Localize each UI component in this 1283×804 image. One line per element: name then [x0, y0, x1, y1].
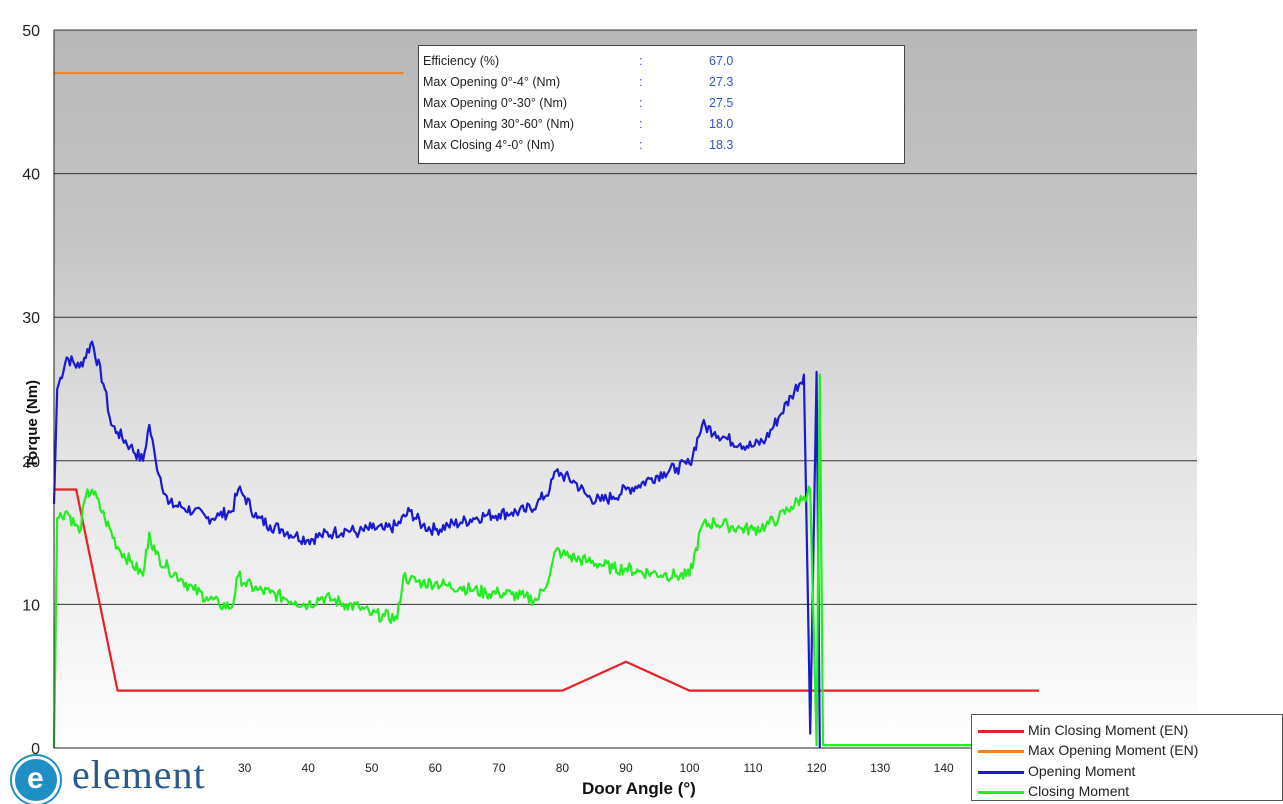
summary-label: Efficiency (%) — [423, 54, 500, 68]
summary-label: Max Closing 4°-0° (Nm) — [423, 138, 555, 152]
logo-mark-icon: e — [12, 756, 60, 804]
summary-row: Max Opening 30°-60° (Nm) : 18.0 — [423, 114, 903, 134]
x-tick-label: 80 — [556, 761, 570, 775]
summary-colon: : — [639, 54, 643, 68]
x-tick-label: 110 — [743, 761, 762, 775]
summary-colon: : — [639, 96, 643, 110]
legend-swatch — [978, 770, 1024, 774]
x-tick-label: 120 — [807, 761, 827, 775]
series-lines — [52, 72, 1039, 749]
summary-label: Max Opening 0°-4° (Nm) — [423, 75, 561, 89]
x-tick-label: 40 — [302, 761, 316, 775]
x-tick-label: 140 — [934, 761, 954, 775]
legend-swatch — [978, 749, 1024, 753]
logo-letter: e — [27, 762, 44, 795]
y-tick-label: 30 — [22, 310, 40, 327]
x-tick-label: 130 — [870, 761, 890, 775]
x-axis-label: Door Angle (°) — [582, 779, 696, 798]
y-tick-label: 50 — [22, 23, 40, 40]
grid — [54, 29, 1197, 605]
summary-value: 18.0 — [709, 117, 734, 131]
legend-item: Max Opening Moment (EN) — [978, 740, 1198, 760]
x-tick-label: 90 — [619, 761, 633, 775]
legend-item: Opening Moment — [978, 761, 1135, 781]
series-line-4 — [52, 373, 1008, 749]
logo-wordmark: element — [72, 752, 206, 797]
y-tick-label: 20 — [22, 454, 40, 471]
x-tick-label: 100 — [679, 761, 699, 775]
legend-label: Max Opening Moment (EN) — [1028, 742, 1199, 758]
summary-box: Efficiency (%) : 67.0 Max Opening 0°-4° … — [418, 45, 905, 164]
legend-item: Closing Moment — [978, 781, 1129, 801]
y-axis-label: Torque (Nm) — [24, 379, 41, 468]
series-line-1 — [54, 488, 1039, 692]
summary-colon: : — [639, 117, 643, 131]
x-tick-label: 60 — [429, 761, 443, 775]
element-logo: e element — [10, 752, 260, 804]
series-line-3 — [52, 340, 821, 749]
summary-label: Max Opening 30°-60° (Nm) — [423, 117, 575, 131]
y-tick-label: 0 — [31, 741, 40, 758]
legend-swatch — [978, 790, 1024, 794]
y-tick-label: 40 — [22, 167, 40, 184]
y-tick-label: 10 — [22, 597, 40, 614]
chart-legend: Min Closing Moment (EN) Max Opening Mome… — [971, 714, 1283, 801]
legend-label: Opening Moment — [1028, 763, 1136, 779]
summary-value: 27.3 — [709, 75, 734, 89]
summary-row: Max Opening 0°-4° (Nm) : 27.3 — [423, 72, 903, 92]
summary-value: 18.3 — [709, 138, 734, 152]
legend-label: Min Closing Moment (EN) — [1028, 722, 1189, 738]
summary-row: Max Opening 0°-30° (Nm) : 27.5 — [423, 93, 903, 113]
summary-colon: : — [639, 138, 643, 152]
summary-value: 67.0 — [709, 54, 734, 68]
y-ticks: 0 10 20 30 40 50 — [22, 23, 40, 758]
x-tick-label: 70 — [492, 761, 506, 775]
x-tick-label: 30 — [238, 761, 252, 775]
summary-label: Max Opening 0°-30° (Nm) — [423, 96, 568, 110]
legend-item: Min Closing Moment (EN) — [978, 720, 1188, 740]
legend-label: Closing Moment — [1028, 783, 1130, 799]
summary-row: Max Closing 4°-0° (Nm) : 18.3 — [423, 135, 903, 155]
summary-row: Efficiency (%) : 67.0 — [423, 51, 903, 71]
x-tick-label: 50 — [365, 761, 379, 775]
summary-colon: : — [639, 75, 643, 89]
summary-value: 27.5 — [709, 96, 734, 110]
x-ticks: 30 40 50 60 70 80 90 100 110 120 130 140 — [238, 761, 954, 775]
legend-swatch — [978, 729, 1024, 733]
